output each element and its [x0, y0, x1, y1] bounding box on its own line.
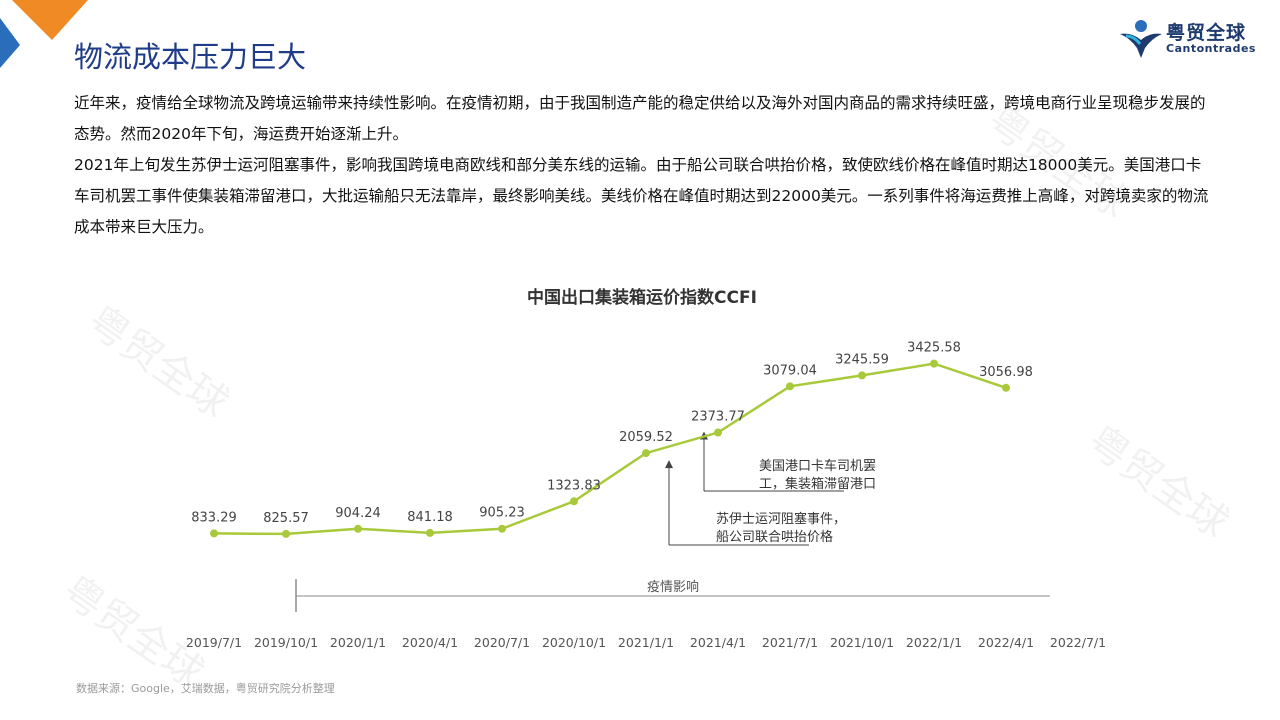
data-point: [1002, 383, 1010, 392]
corner-orange-shape: [12, 0, 88, 40]
paragraph-1: 近年来，疫情给全球物流及跨境运输带来持续性影响。在疫情初期，由于我国制造产能的稳…: [74, 94, 1206, 143]
data-point: [714, 428, 722, 437]
page-title: 物流成本压力巨大: [74, 40, 307, 74]
x-tick-label: 2019/7/1: [186, 635, 242, 650]
data-label: 825.57: [263, 511, 309, 526]
logo-english-name: Cantontrades: [1166, 42, 1256, 55]
data-label: 905.23: [479, 506, 525, 521]
data-label: 2059.52: [619, 430, 673, 445]
period-bracket: 疫情影响: [295, 579, 1050, 612]
annotation-text: 苏伊士运河阻塞事件，: [716, 511, 846, 527]
x-tick-label: 2021/1/1: [618, 635, 674, 650]
data-point: [858, 371, 866, 380]
brand-logo: 粤贸全球 Cantontrades: [1118, 16, 1258, 62]
data-point: [570, 497, 578, 506]
x-tick-label: 2021/4/1: [690, 635, 746, 650]
data-point: [426, 528, 434, 537]
x-tick-label: 2020/7/1: [474, 635, 530, 650]
annotation-arrow-icon: [665, 460, 673, 469]
x-tick-label: 2021/10/1: [830, 635, 894, 650]
period-label: 疫情影响: [647, 579, 699, 595]
logo-chinese-name: 粤贸全球: [1166, 22, 1247, 44]
ccfi-line-chart: 中国出口集装箱运价指数CCFI 疫情影响 苏伊士运河阻塞事件， 船公司联合哄抬价格…: [186, 287, 1106, 650]
x-tick-label: 2022/1/1: [906, 635, 962, 650]
data-labels: 833.29 825.57 904.24 841.18 905.23 1323.83 205…: [191, 341, 1033, 526]
data-point: [282, 529, 290, 538]
data-point: [930, 359, 938, 368]
data-label: 1323.83: [547, 478, 601, 493]
x-tick-label: 2022/4/1: [978, 635, 1034, 650]
data-label: 841.18: [407, 510, 453, 525]
paragraph-2: 2021年上旬发生苏伊士运河阻塞事件，影响我国跨境电商欧线和部分美东线的运输。由…: [74, 156, 1209, 236]
data-point: [786, 382, 794, 391]
series-line: [213, 362, 1007, 536]
annotation-text: 美国港口卡车司机罢: [759, 458, 876, 474]
corner-blue-shape: [0, 18, 20, 68]
data-label: 3245.59: [835, 352, 889, 367]
annotations: 苏伊士运河阻塞事件， 船公司联合哄抬价格 美国港口卡车司机罢工，集装箱滞留港口: [665, 431, 876, 546]
annotation-text: 工，集装箱滞留港口: [759, 476, 876, 492]
data-label: 3079.04: [763, 363, 817, 378]
data-point: [210, 529, 218, 538]
data-point: [354, 524, 362, 533]
body-text: 近年来，疫情给全球物流及跨境运输带来持续性影响。在疫情初期，由于我国制造产能的稳…: [74, 88, 1214, 243]
logo-mark-icon: [1120, 20, 1162, 58]
data-label: 3056.98: [979, 365, 1033, 380]
x-tick-label: 2019/10/1: [254, 635, 318, 650]
x-axis-ticks: 2019/7/1 2019/10/1 2020/1/1 2020/4/1 2020/7/…: [186, 635, 1106, 650]
data-label: 833.29: [191, 510, 237, 525]
data-label: 904.24: [335, 506, 381, 521]
chart-title: 中国出口集装箱运价指数CCFI: [527, 287, 757, 308]
x-tick-label: 2020/1/1: [330, 635, 386, 650]
data-source: 数据来源：Google，艾瑞数据，粤贸研究院分析整理: [76, 682, 335, 695]
x-tick-label: 2020/4/1: [402, 635, 458, 650]
x-tick-label: 2022/7/1: [1050, 635, 1106, 650]
annotation-text: 船公司联合哄抬价格: [716, 529, 833, 545]
data-label: 2373.77: [691, 410, 745, 425]
corner-decoration: [0, 0, 88, 68]
x-tick-label: 2021/7/1: [762, 635, 818, 650]
data-point: [498, 524, 506, 533]
data-label: 3425.58: [907, 341, 961, 356]
data-point: [642, 449, 650, 458]
data-points: [210, 359, 1010, 538]
x-tick-label: 2020/10/1: [542, 635, 606, 650]
